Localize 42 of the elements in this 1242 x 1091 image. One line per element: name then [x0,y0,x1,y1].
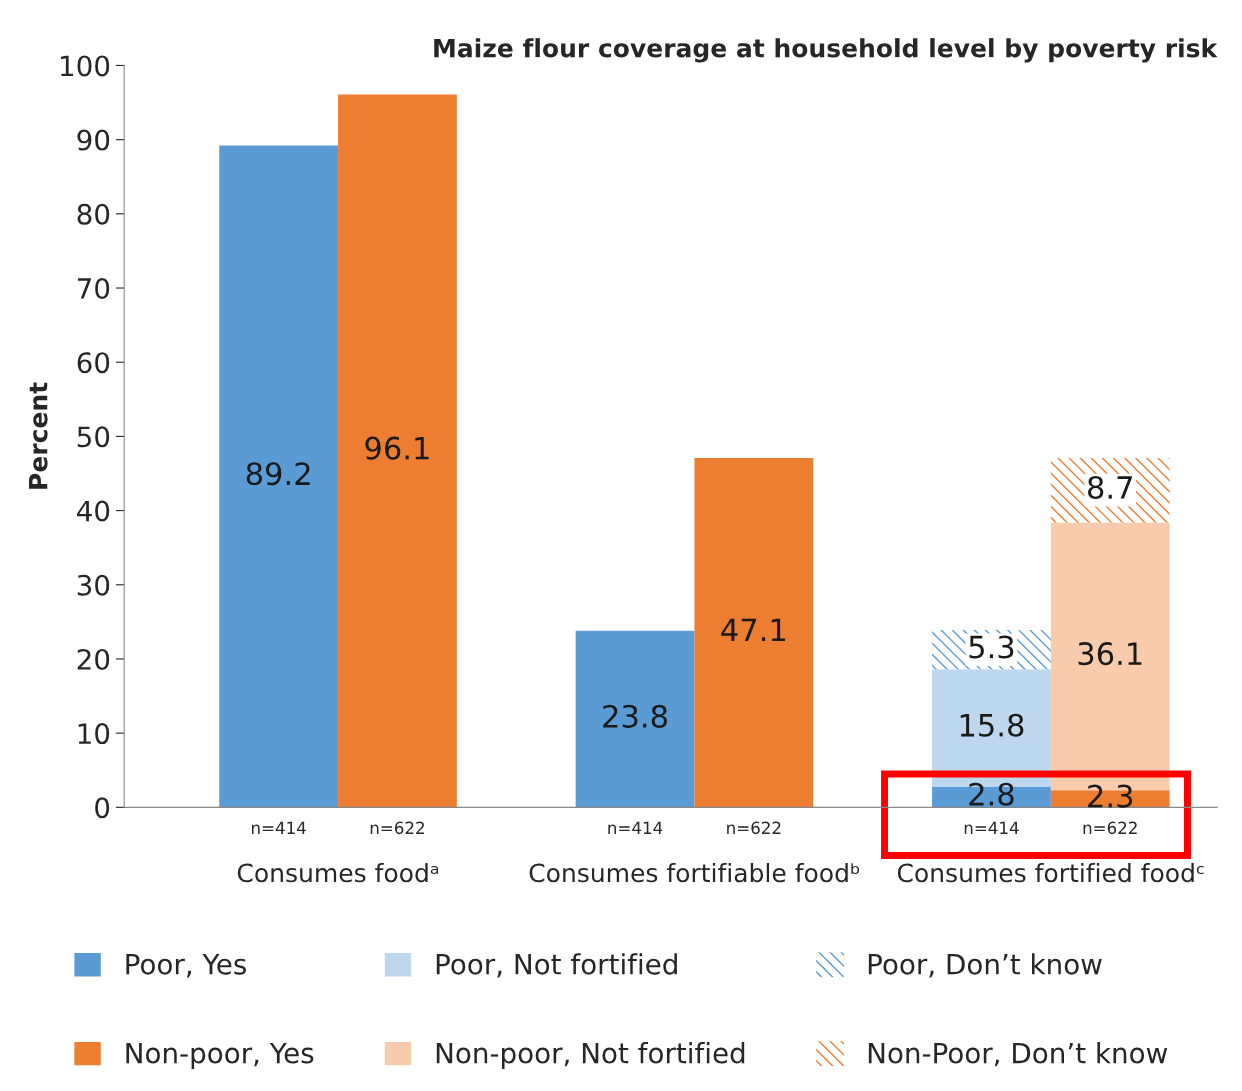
chart-title: Maize flour coverage at household level by poverty risk [434,38,1218,63]
data-label: 2.3 [1088,784,1133,808]
data-label: 47.1 [721,618,786,642]
x-tick-label: n=414 [608,821,663,834]
bar [338,94,457,808]
y-axis-title: Percent [29,382,48,489]
data-label: 5.3 [969,635,1014,659]
data-label: 2.8 [969,782,1014,806]
data-label: 15.8 [960,713,1024,737]
bar [694,457,814,808]
y-tick-label: 50 [77,426,110,448]
legend-label: Poor, Yes [126,954,246,978]
x-tick-label: n=414 [964,821,1019,834]
bar [219,145,339,808]
x-tick-label: n=622 [1083,821,1137,835]
data-label: 8.7 [1088,475,1132,500]
y-tick-label: 60 [77,352,110,374]
x-tick-label: n=622 [370,821,424,835]
text: Consumes fortifiable foodᵇ [529,862,860,883]
y-tick-label: 70 [77,277,110,299]
y-tick-label: 100 [61,55,110,77]
y-tick-label: 10 [78,723,110,745]
y-tick-label: 40 [77,500,110,522]
legend-label: Non-Poor, Don’t know [868,1042,1168,1067]
y-tick-label: 90 [77,129,110,151]
legend-label: Non-poor, Not fortified [436,1042,745,1069]
data-label: 89.2 [246,462,310,486]
x-tick-label: n=622 [727,821,781,835]
legend-label: Non-poor, Yes [126,1042,314,1069]
bar [575,630,695,808]
legend-label: Poor, Don’t know [868,953,1102,978]
text: Consumes foodᵃ [237,862,439,883]
data-label: 96.1 [365,436,429,460]
legend-label: Poor, Not fortified [436,953,677,978]
y-tick-label: 30 [77,574,110,596]
y-tick-label: 0 [95,797,110,819]
data-label: 23.8 [603,704,667,728]
y-tick-label: 20 [77,648,110,670]
x-tick-label: n=414 [251,821,306,834]
text: Consumes fortified foodᶜ [897,862,1204,883]
data-label: 36.1 [1078,642,1142,666]
y-tick-label: 80 [77,203,110,225]
